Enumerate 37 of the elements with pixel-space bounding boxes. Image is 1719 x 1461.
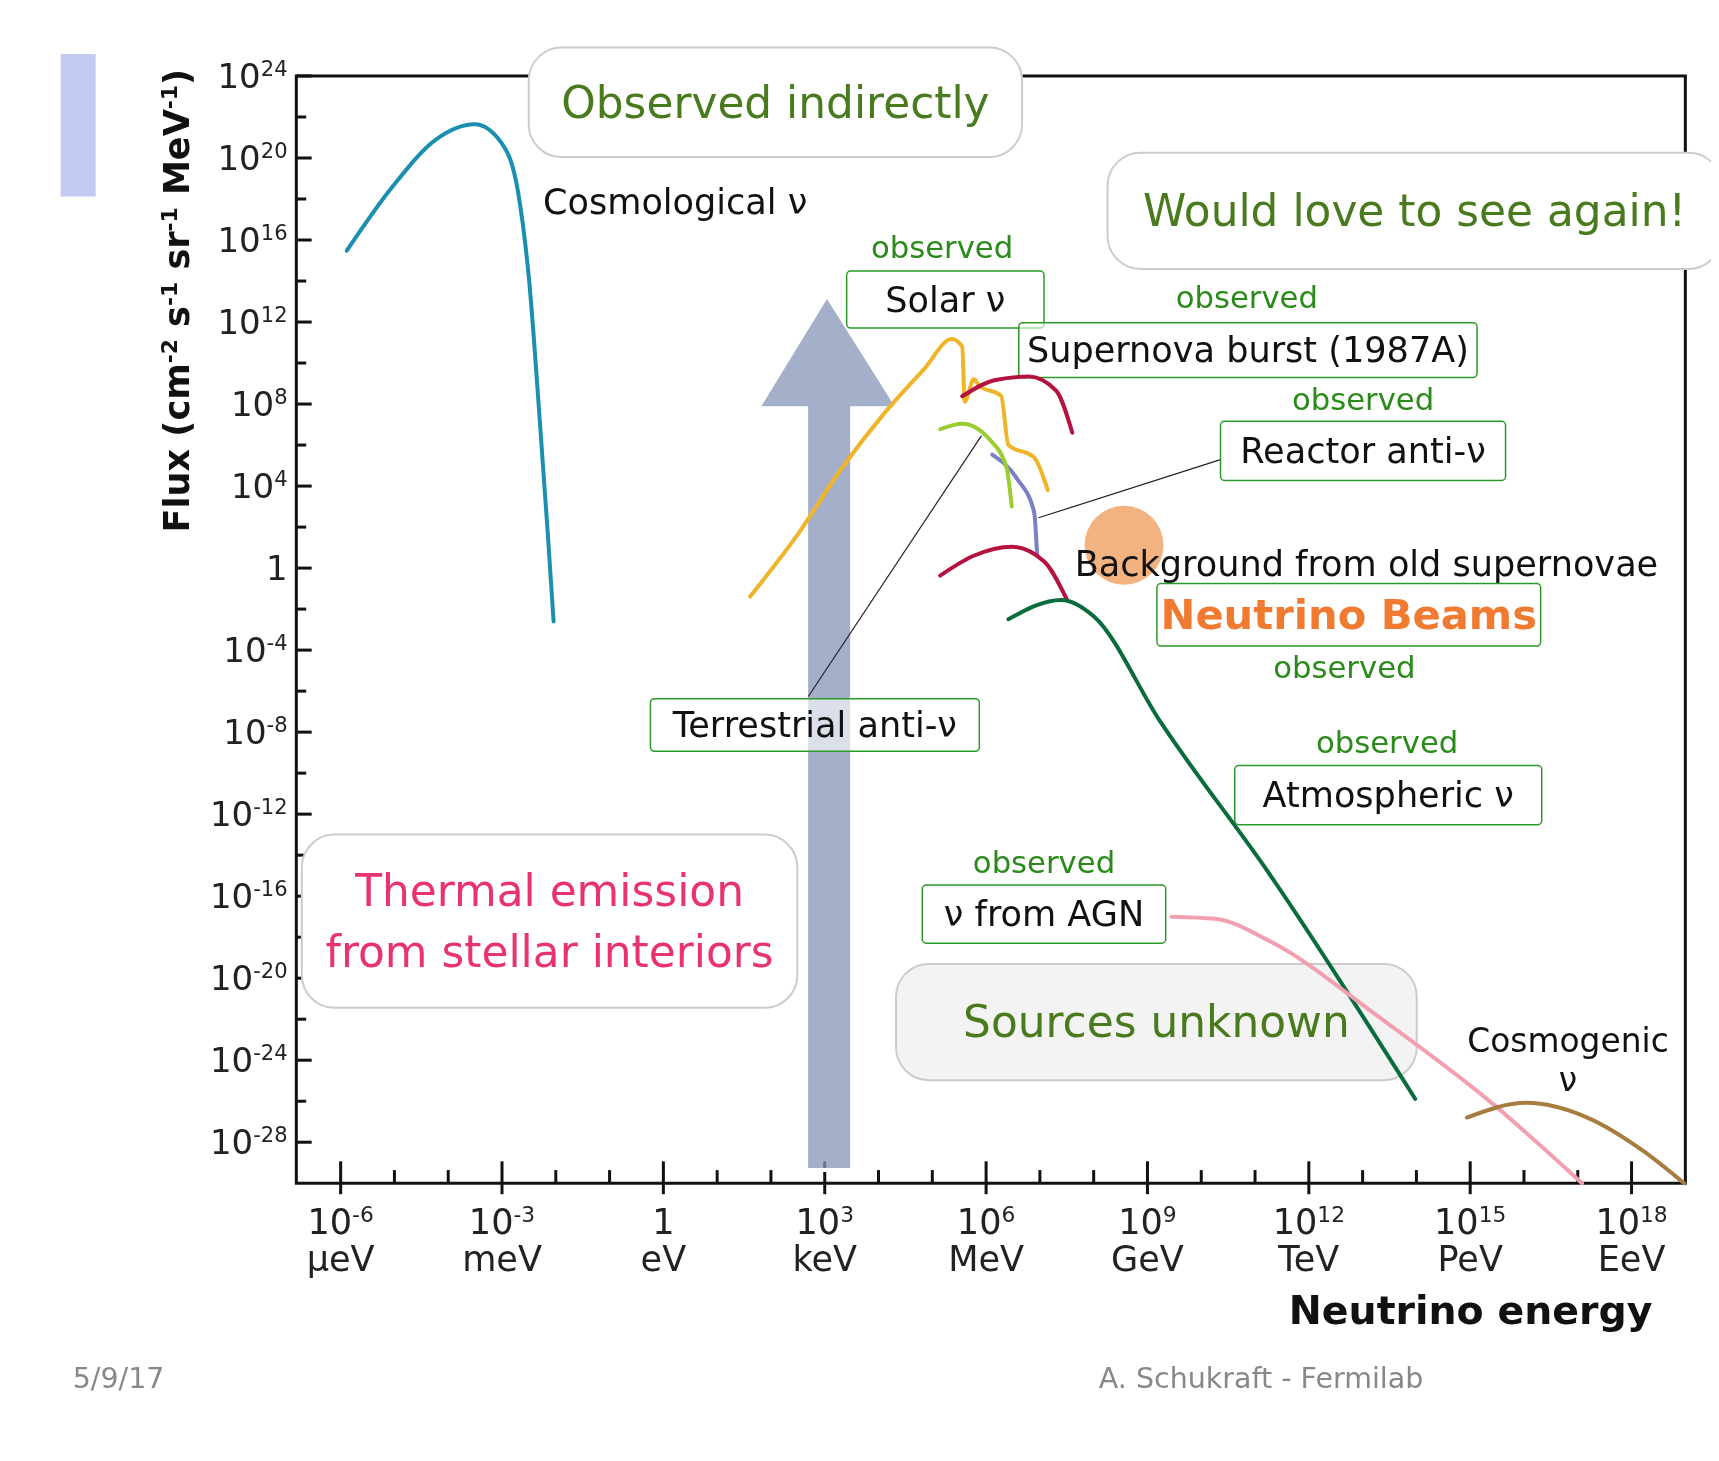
x-axis-title: Neutrino energy <box>1288 1286 1653 1333</box>
y-tick-label: 10$^{-4}$ <box>223 629 288 671</box>
y-tick-label: 10$^{20}$ <box>217 137 288 179</box>
y-tick-label: 10$^{8}$ <box>230 383 288 425</box>
series-label: Background from old supernovae <box>1074 542 1659 584</box>
annotation: observed <box>1316 725 1459 761</box>
y-tick-label: 10$^{-28}$ <box>209 1121 288 1163</box>
series-label: Cosmological ν <box>542 181 808 223</box>
y-tick-label: 10$^{-8}$ <box>223 711 288 753</box>
annotation: observed <box>972 844 1116 880</box>
series-label: Solar ν <box>885 278 1006 320</box>
y-tick-label: 10$^{-24}$ <box>209 1039 288 1081</box>
y-tick-label: 10$^{12}$ <box>217 301 288 343</box>
annotation: observed <box>1175 280 1318 316</box>
text: 5/9/17 <box>72 1362 165 1396</box>
y-tick-label: 10$^{-12}$ <box>209 793 288 835</box>
y-tick-label: 10$^{24}$ <box>217 55 288 97</box>
annotation: observed <box>1291 382 1435 418</box>
series-label: Atmospheric ν <box>1262 774 1514 816</box>
series-label: ν from AGN <box>943 893 1145 935</box>
text: Reactor anti-ν <box>1240 429 1486 471</box>
annotation: Neutrino Beams <box>1160 590 1538 640</box>
y-tick-label: 10$^{16}$ <box>217 219 288 261</box>
annotation: Would love to see again! <box>1143 185 1687 237</box>
annotation: Sources unknown <box>963 996 1350 1048</box>
y-tick-label: 10$^{4}$ <box>230 465 288 507</box>
y-tick-label: 1 <box>265 548 288 589</box>
series-label: Cosmogenic ν <box>1467 1020 1669 1100</box>
series-label: Supernova burst (1987A) <box>1026 329 1469 371</box>
y-tick-label: 10$^{-20}$ <box>209 957 288 999</box>
y-tick-label: 10$^{-16}$ <box>209 875 288 917</box>
text: A. Schukraft - Fermilab <box>1098 1362 1424 1396</box>
annotation: observed <box>1273 649 1416 685</box>
annotation: observed <box>870 229 1014 265</box>
annotation: Thermal emission from stellar interiors <box>325 864 774 978</box>
text: Terrestrial anti-ν <box>671 704 957 746</box>
annotation: Observed indirectly <box>561 76 990 128</box>
